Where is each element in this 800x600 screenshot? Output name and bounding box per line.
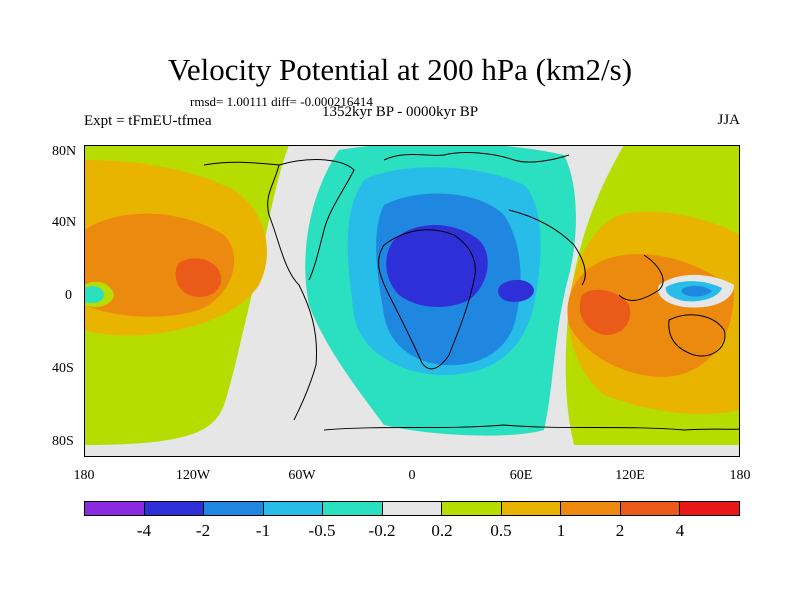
- coastlines: [203, 152, 740, 431]
- colorbar-label: -0.5: [308, 521, 336, 540]
- experiment-label: Expt = tFmEU-tfmea: [84, 113, 212, 129]
- colorbar-label: 1: [556, 521, 566, 540]
- colorbar: [84, 501, 740, 516]
- colorbar-segment: [442, 502, 502, 515]
- x-tick-60e: 60E: [509, 468, 533, 483]
- colorbar-label: -1: [255, 521, 271, 540]
- map-title: Velocity Potential at 200 hPa (km2/s): [167, 52, 633, 87]
- colorbar-label: -0.2: [368, 521, 396, 540]
- colorbar-segment: [323, 502, 383, 515]
- y-tick-40s: 40S: [52, 361, 74, 376]
- colorbar-label: 2: [615, 521, 625, 540]
- x-tick-180w: 180: [73, 468, 95, 483]
- x-tick-60w: 60W: [288, 468, 316, 483]
- colorbar-segment: [620, 502, 681, 515]
- colorbar-segment: [263, 502, 324, 515]
- colorbar-label: 0.5: [490, 521, 512, 540]
- colorbar-segment: [382, 502, 443, 515]
- y-tick-80s: 80S: [52, 434, 74, 449]
- colorbar-segment: [85, 502, 145, 515]
- y-tick-40n: 40N: [52, 215, 77, 230]
- season-label: JJA: [717, 112, 740, 128]
- colorbar-segment: [144, 502, 205, 515]
- velocity-potential-map: [84, 145, 740, 457]
- eastern-positive-region: [565, 145, 740, 445]
- y-tick-80n: 80N: [52, 144, 77, 159]
- x-tick-120e: 120E: [615, 468, 645, 483]
- colorbar-segment: [204, 502, 264, 515]
- colorbar-label: 0.2: [431, 521, 453, 540]
- period-label: 1352kyr BP - 0000kyr BP: [322, 104, 479, 120]
- colorbar-segment: [680, 502, 740, 515]
- western-positive-region: [84, 145, 289, 445]
- x-tick-120w: 120W: [175, 468, 211, 483]
- colorbar-label: -2: [195, 521, 211, 540]
- map-frame: [84, 145, 740, 457]
- colorbar-label: -4: [136, 521, 152, 540]
- x-tick-0: 0: [408, 468, 416, 483]
- colorbar-segment: [561, 502, 621, 515]
- x-tick-180e: 180: [729, 468, 751, 483]
- stats-label: rmsd= 1.00111 diff= -0.000216414: [190, 94, 373, 109]
- y-tick-0: 0: [65, 288, 72, 303]
- central-negative-region: [305, 145, 576, 436]
- colorbar-segment: [501, 502, 562, 515]
- colorbar-label: 4: [675, 521, 685, 540]
